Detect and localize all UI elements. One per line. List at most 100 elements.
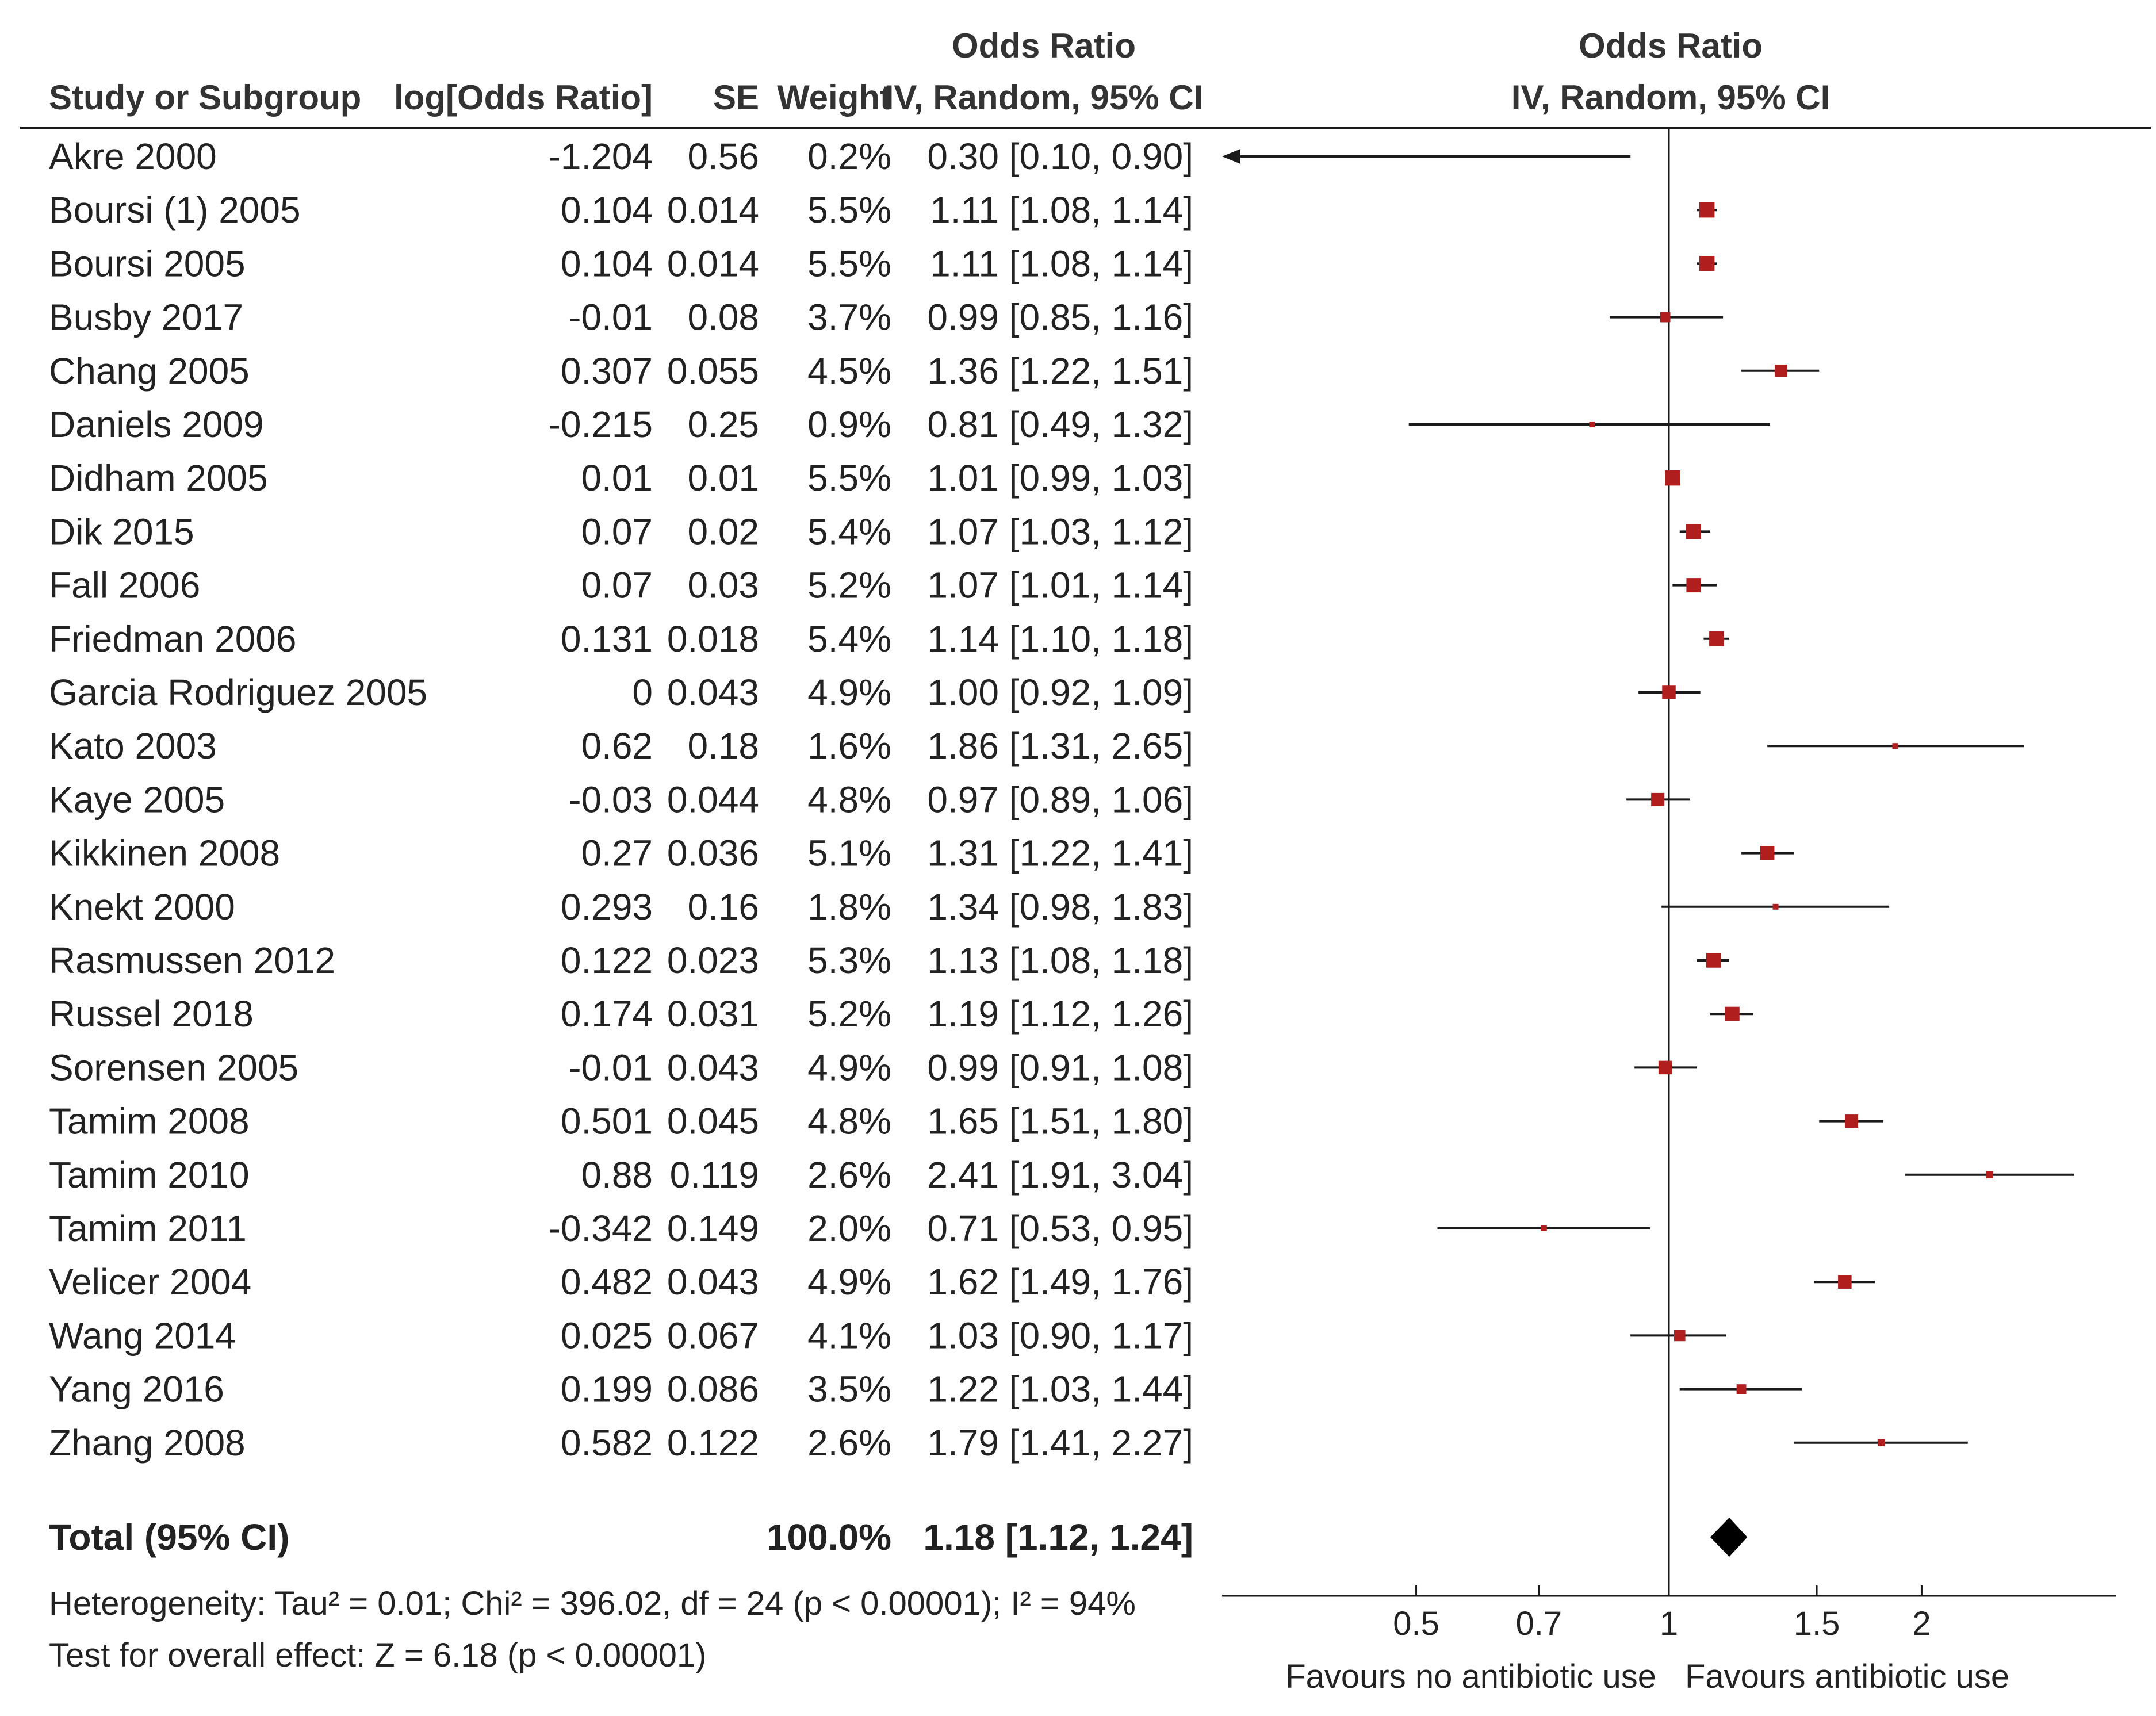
se-value: 0.045 <box>667 1101 759 1142</box>
weight-value: 3.5% <box>807 1369 891 1410</box>
se-value: 0.043 <box>667 672 759 713</box>
weight-value: 5.2% <box>807 565 891 606</box>
or-ci-value: 1.00 [0.92, 1.09] <box>927 672 1193 713</box>
point-estimate <box>1760 846 1775 860</box>
study-name: Fall 2006 <box>49 565 200 606</box>
study-name: Chang 2005 <box>49 350 250 392</box>
or-ci-value: 2.41 [1.91, 3.04] <box>927 1154 1193 1196</box>
point-estimate <box>1772 903 1779 910</box>
or-ci-value: 1.07 [1.01, 1.14] <box>927 565 1193 606</box>
or-ci-value: 1.03 [0.90, 1.17] <box>927 1315 1193 1356</box>
or-ci-value: 1.34 [0.98, 1.83] <box>927 886 1193 928</box>
se-value: 0.149 <box>667 1208 759 1249</box>
study-name: Russel 2018 <box>49 993 254 1035</box>
study-name: Tamim 2010 <box>49 1154 250 1196</box>
log-or-value: 0.482 <box>561 1261 653 1303</box>
weight-value: 5.4% <box>807 618 891 660</box>
log-or-value: -0.01 <box>569 1047 653 1088</box>
point-estimate <box>1660 312 1671 323</box>
se-value: 0.043 <box>667 1261 759 1303</box>
header-or-method: IV, Random, 95% CI <box>884 78 1204 117</box>
weight-value: 2.0% <box>807 1208 891 1249</box>
study-name: Kikkinen 2008 <box>49 833 280 874</box>
log-or-value: -0.03 <box>569 779 653 820</box>
header-plot-title: Odds Ratio <box>1579 26 1763 65</box>
log-or-value: 0.27 <box>581 833 653 874</box>
se-value: 0.086 <box>667 1369 759 1410</box>
log-or-value: 0.62 <box>581 725 653 767</box>
point-estimate <box>1699 202 1715 218</box>
se-value: 0.023 <box>667 940 759 981</box>
se-value: 0.03 <box>687 565 759 606</box>
log-or-value: 0.01 <box>581 457 653 499</box>
point-estimate <box>1589 422 1595 427</box>
study-name: Boursi (1) 2005 <box>49 189 301 231</box>
point-estimate <box>1658 1060 1672 1075</box>
point-estimate <box>1725 1006 1740 1021</box>
x-tick-label: 2 <box>1912 1605 1931 1642</box>
point-estimate <box>1665 470 1680 486</box>
se-value: 0.014 <box>667 189 759 231</box>
study-name: Friedman 2006 <box>49 618 296 660</box>
or-ci-value: 1.19 [1.12, 1.26] <box>927 993 1193 1035</box>
study-name: Yang 2016 <box>49 1369 224 1410</box>
log-or-value: 0.104 <box>561 243 653 284</box>
point-estimate <box>1699 256 1715 271</box>
log-or-value: 0.307 <box>561 350 653 392</box>
header-se: SE <box>713 78 759 117</box>
weight-value: 4.5% <box>807 350 891 392</box>
point-estimate <box>1838 1275 1852 1289</box>
or-ci-value: 1.07 [1.03, 1.12] <box>927 511 1193 552</box>
x-tick-label: 1.5 <box>1794 1605 1840 1642</box>
point-estimate <box>1844 1114 1859 1128</box>
log-or-value: 0.582 <box>561 1422 653 1464</box>
study-name: Daniels 2009 <box>49 404 264 445</box>
or-ci-value: 0.97 [0.89, 1.06] <box>927 779 1193 820</box>
point-estimate <box>1674 1330 1686 1342</box>
or-ci-value: 1.22 [1.03, 1.44] <box>927 1369 1193 1410</box>
or-ci-value: 0.81 [0.49, 1.32] <box>927 404 1193 445</box>
log-or-value: 0.122 <box>561 940 653 981</box>
weight-value: 2.6% <box>807 1154 891 1196</box>
se-value: 0.055 <box>667 350 759 392</box>
point-estimate <box>1651 792 1665 806</box>
log-or-value: -1.204 <box>549 136 653 177</box>
or-ci-value: 1.79 [1.41, 2.27] <box>927 1422 1193 1464</box>
log-or-value: 0.131 <box>561 618 653 660</box>
or-ci-value: 0.71 [0.53, 0.95] <box>927 1208 1193 1249</box>
point-estimate <box>1736 1384 1747 1394</box>
study-name: Rasmussen 2012 <box>49 940 335 981</box>
or-ci-value: 0.99 [0.91, 1.08] <box>927 1047 1193 1088</box>
point-estimate <box>1775 365 1787 377</box>
study-name: Boursi 2005 <box>49 243 246 284</box>
log-or-value: 0 <box>632 672 653 713</box>
point-estimate <box>1986 1171 1993 1179</box>
weight-value: 5.2% <box>807 993 891 1035</box>
se-value: 0.02 <box>687 511 759 552</box>
point-estimate <box>1662 685 1676 699</box>
se-value: 0.01 <box>687 457 759 499</box>
point-estimate <box>1686 578 1701 593</box>
se-value: 0.018 <box>667 618 759 660</box>
log-or-value: 0.104 <box>561 189 653 231</box>
study-rows: Akre 2000 -1.204 0.56 0.2% 0.30 [0.10, 0.90]… <box>49 136 1193 1558</box>
study-name: Zhang 2008 <box>49 1422 246 1464</box>
x-tick-label: 1 <box>1660 1605 1678 1642</box>
point-estimate <box>1892 743 1898 749</box>
header-or-title: Odds Ratio <box>952 26 1136 65</box>
se-value: 0.036 <box>667 833 759 874</box>
study-name: Sorensen 2005 <box>49 1047 298 1088</box>
weight-value: 4.1% <box>807 1315 891 1356</box>
log-or-value: 0.025 <box>561 1315 653 1356</box>
point-estimate <box>1706 953 1721 968</box>
header-study: Study or Subgroup <box>49 78 361 117</box>
study-name: Kato 2003 <box>49 725 217 767</box>
weight-value: 4.9% <box>807 1261 891 1303</box>
header-plot-method: IV, Random, 95% CI <box>1511 78 1831 117</box>
weight-value: 4.8% <box>807 1101 891 1142</box>
log-or-value: 0.501 <box>561 1101 653 1142</box>
se-value: 0.014 <box>667 243 759 284</box>
study-name: Knekt 2000 <box>49 886 235 928</box>
plot-area: 0.5 0.7 1 1.5 2 <box>1222 128 2116 1642</box>
pooled-diamond <box>1710 1518 1748 1557</box>
